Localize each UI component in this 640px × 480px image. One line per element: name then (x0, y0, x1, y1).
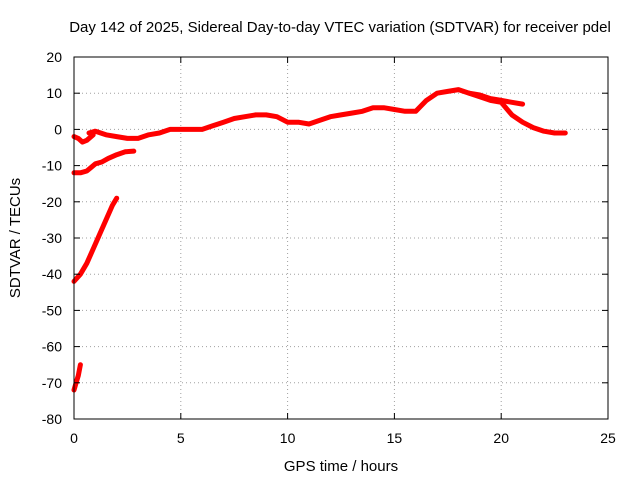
x-axis-label: GPS time / hours (284, 458, 398, 475)
axis-ticks (73, 56, 609, 420)
y-tick-label: -80 (42, 411, 62, 427)
y-tick-label: 0 (54, 121, 62, 137)
series-line-segment-d (71, 148, 137, 176)
y-tick-label: 10 (46, 85, 62, 101)
y-tick-label: 20 (46, 49, 62, 65)
y-tick-label: -60 (42, 339, 62, 355)
series-line-segment-a (71, 132, 96, 145)
series-line-segment-f (71, 362, 83, 393)
x-tick-label: 15 (387, 430, 403, 446)
series-line-segment-c (466, 90, 526, 107)
y-tick-label: -20 (42, 194, 62, 210)
x-tick-label: 10 (280, 430, 296, 446)
y-tick-label: -40 (42, 266, 62, 282)
y-tick-label: -50 (42, 302, 62, 318)
chart-title: Day 142 of 2025, Sidereal Day-to-day VTE… (69, 19, 611, 36)
x-tick-label: 0 (70, 430, 78, 446)
tick-labels: 0 5 10 15 20 25 -80 -70 -60 -50 -40 -30 -20 -10 0 10 20 (42, 49, 616, 446)
x-tick-label: 20 (493, 430, 509, 446)
x-tick-label: 5 (177, 430, 185, 446)
y-axis-label: SDTVAR / TECUs (7, 178, 24, 298)
data-series (71, 87, 568, 393)
y-tick-label: -10 (42, 158, 62, 174)
y-tick-label: -70 (42, 375, 62, 391)
x-tick-label: 25 (600, 430, 616, 446)
series-line-segment-e (71, 195, 120, 284)
y-tick-label: -30 (42, 230, 62, 246)
grid (74, 57, 608, 419)
